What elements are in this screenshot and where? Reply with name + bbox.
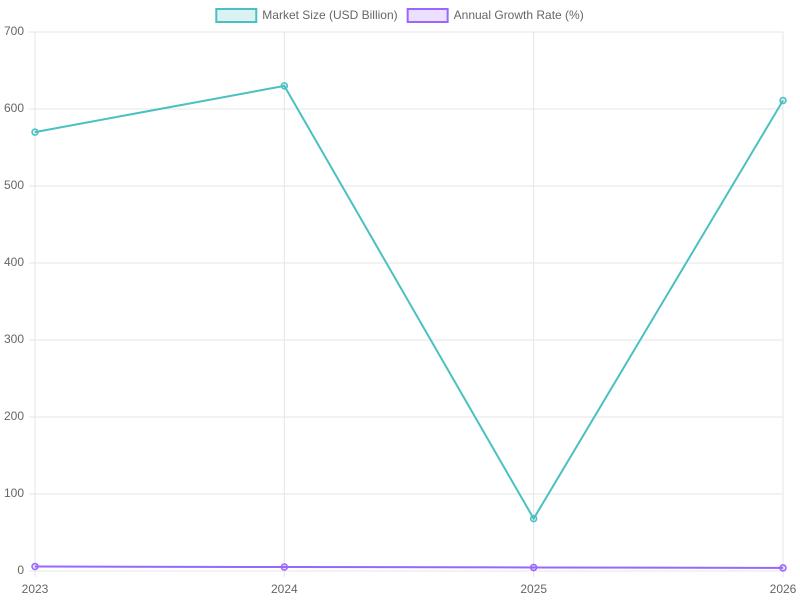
point <box>529 514 538 523</box>
point <box>280 563 289 571</box>
x-tick-label: 2023 <box>22 582 49 596</box>
series-line <box>34 565 784 569</box>
legend-label: Annual Growth Rate (%) <box>454 8 584 22</box>
y-tick-label: 0 <box>17 563 24 577</box>
series-line <box>34 84 784 521</box>
legend-label: Market Size (USD Billion) <box>262 8 397 22</box>
y-tick-label: 700 <box>4 24 24 38</box>
point <box>779 96 787 105</box>
y-tick-label: 400 <box>4 255 24 269</box>
legend-swatch <box>406 8 449 23</box>
y-tick-label: 500 <box>4 178 24 192</box>
y-tick-label: 300 <box>4 332 24 346</box>
point <box>31 562 39 571</box>
legend-swatch <box>215 8 258 23</box>
y-tick-label: 200 <box>4 409 24 423</box>
point <box>779 564 787 572</box>
point <box>31 128 39 136</box>
x-tick-label: 2024 <box>271 582 298 596</box>
point <box>280 82 289 90</box>
point <box>529 563 538 572</box>
x-tick-label: 2025 <box>520 582 547 596</box>
x-tick-label: 2026 <box>770 582 797 596</box>
y-tick-label: 100 <box>4 486 24 500</box>
y-tick-label: 600 <box>4 101 24 115</box>
